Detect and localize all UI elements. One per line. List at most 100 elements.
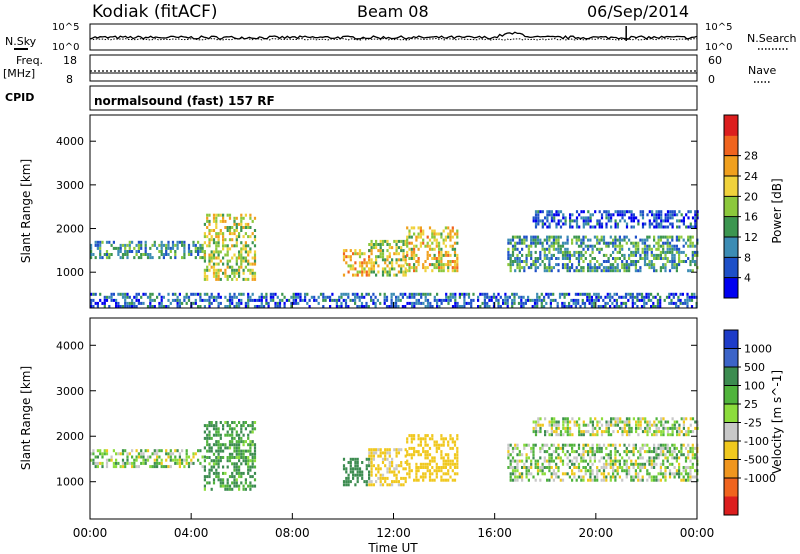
data-cell xyxy=(673,266,676,270)
data-cell xyxy=(632,450,635,454)
data-cell xyxy=(379,301,382,305)
data-cell xyxy=(176,461,179,465)
data-cell xyxy=(685,433,688,437)
data-cell xyxy=(349,470,352,474)
data-cell xyxy=(578,433,581,437)
data-cell xyxy=(682,426,685,430)
data-cell xyxy=(370,454,373,458)
data-cell xyxy=(509,472,512,476)
data-cell xyxy=(290,301,293,305)
data-cell xyxy=(240,256,243,260)
data-cell xyxy=(404,239,407,243)
data-cell xyxy=(684,459,688,463)
data-cell xyxy=(534,225,538,229)
data-cell xyxy=(673,244,676,248)
data-cell xyxy=(583,292,587,296)
data-cell xyxy=(424,437,427,441)
data-cell xyxy=(402,273,405,277)
data-cell xyxy=(126,458,129,462)
data-cell xyxy=(691,257,694,260)
data-cell xyxy=(372,292,375,296)
data-cell xyxy=(571,469,574,473)
data-cell xyxy=(424,462,427,466)
data-cell xyxy=(609,269,612,273)
power-cells xyxy=(90,210,699,308)
data-cell xyxy=(628,456,631,460)
data-cell xyxy=(368,451,371,455)
data-cell xyxy=(693,292,696,296)
data-cell xyxy=(206,433,209,437)
data-cell xyxy=(463,292,466,296)
data-cell xyxy=(449,437,452,441)
data-cell xyxy=(194,250,197,253)
data-cell xyxy=(242,449,245,453)
data-cell xyxy=(338,295,341,299)
colorbar-tick-label: 1000 xyxy=(744,343,772,356)
data-cell xyxy=(571,225,574,229)
data-cell xyxy=(400,270,403,274)
data-cell xyxy=(518,250,521,254)
data-cell xyxy=(655,430,658,434)
data-cell xyxy=(212,253,216,257)
data-cell xyxy=(217,440,220,444)
data-cell xyxy=(557,469,560,473)
data-cell xyxy=(587,443,590,447)
data-cell xyxy=(566,247,569,251)
data-cell xyxy=(203,475,206,479)
data-cell xyxy=(463,295,466,299)
data-cell xyxy=(666,260,669,263)
data-cell xyxy=(573,450,576,454)
data-cell xyxy=(518,257,521,260)
data-cell xyxy=(263,305,266,308)
data-cell xyxy=(652,305,655,308)
data-cell xyxy=(587,247,590,251)
data-cell xyxy=(240,229,243,232)
data-cell xyxy=(395,448,398,452)
data-cell xyxy=(354,461,357,464)
data-cell xyxy=(242,216,245,220)
data-cell xyxy=(527,250,530,254)
x-axis-ticks: 00:00 04:00 08:00 12:00 16:00 20:00 00:00 xyxy=(73,302,714,540)
data-cell xyxy=(657,244,660,248)
data-cell xyxy=(174,449,177,453)
data-cell xyxy=(690,295,694,299)
data-cell xyxy=(618,443,621,447)
data-cell xyxy=(386,264,389,268)
data-cell xyxy=(94,461,97,465)
data-cell xyxy=(96,449,99,453)
data-cell xyxy=(612,244,615,248)
data-cell xyxy=(233,478,236,482)
data-cell xyxy=(645,292,648,296)
data-cell xyxy=(356,476,359,480)
data-cell xyxy=(356,461,359,464)
data-cell xyxy=(360,301,364,305)
data-cell xyxy=(370,243,373,246)
data-cell xyxy=(598,241,601,245)
data-cell xyxy=(527,472,530,476)
data-cell xyxy=(582,456,585,460)
data-cell xyxy=(588,298,591,302)
data-cell xyxy=(507,450,510,454)
data-cell xyxy=(537,430,540,434)
data-cell xyxy=(506,301,509,305)
cpid-value: normalsound (fast) 157 RF xyxy=(94,94,275,108)
data-cell xyxy=(226,226,229,229)
data-cell xyxy=(548,446,551,450)
data-cell xyxy=(365,467,368,471)
data-cell xyxy=(660,210,663,214)
data-cell xyxy=(171,298,175,302)
data-cell xyxy=(215,213,218,217)
data-cell xyxy=(212,433,216,437)
data-cell xyxy=(575,450,578,454)
data-cell xyxy=(607,244,610,248)
data-cell xyxy=(648,244,651,248)
data-cell xyxy=(479,292,482,296)
data-cell xyxy=(388,255,391,259)
data-cell xyxy=(386,448,389,452)
data-cell xyxy=(544,430,547,434)
data-cell xyxy=(625,241,628,245)
data-cell xyxy=(632,466,635,469)
data-cell xyxy=(442,266,445,270)
data-cell xyxy=(368,461,371,464)
